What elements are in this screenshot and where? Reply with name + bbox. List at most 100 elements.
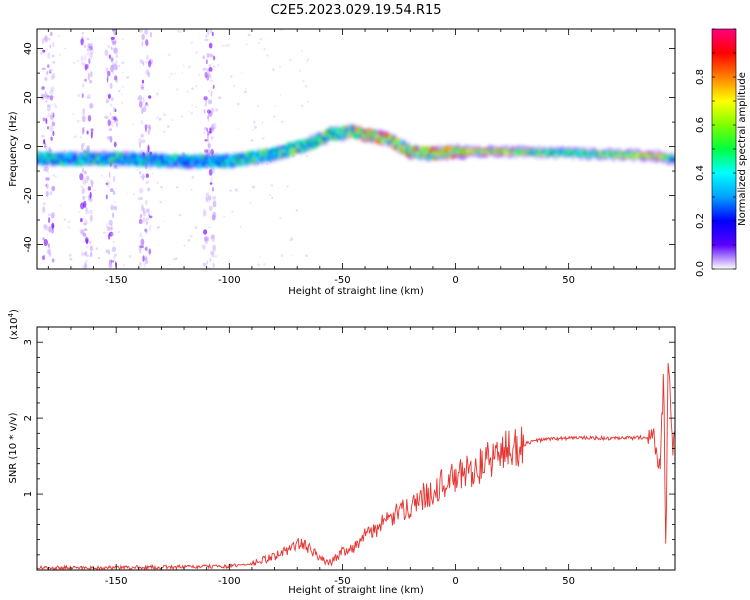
spectrogram-noise-speck	[72, 113, 75, 115]
spectrogram-noise-speck	[82, 82, 85, 89]
spectrogram-noise-speck	[82, 195, 86, 200]
spectrogram-noise-speck	[142, 97, 145, 103]
spectrogram-noise-speck	[51, 111, 54, 117]
spectrogram-noise-speck	[88, 102, 92, 109]
spectrogram-noise-speck	[113, 107, 116, 111]
spectrogram-noise-speck	[46, 186, 49, 188]
spectrogram-noise-speck	[48, 213, 51, 216]
spectrogram-noise-speck	[106, 223, 109, 229]
spectrogram-noise-speck	[147, 130, 150, 135]
spectrogram-noise-speck	[84, 78, 87, 82]
spectrogram-noise-speck	[158, 117, 162, 121]
spectrogram-noise-speck	[208, 110, 213, 117]
spectrogram-noise-speck	[113, 142, 117, 148]
spectrogram-noise-speck	[106, 94, 109, 97]
spectrogram-noise-speck	[77, 120, 80, 123]
spectrogram-noise-speck	[180, 30, 183, 33]
spectrogram-noise-speck	[89, 103, 94, 109]
colorbar-tick-label: 0.0	[695, 261, 706, 277]
spectrogram-noise-speck	[49, 114, 54, 120]
spectrogram-noise-speck	[114, 39, 118, 43]
spectrogram-noise-speck	[42, 49, 46, 53]
spectrogram-noise-speck	[269, 194, 272, 197]
spectrogram-noise-speck	[257, 105, 260, 108]
spectrogram-noise-speck	[40, 134, 45, 138]
spectrogram-noise-speck	[132, 193, 135, 196]
spectrogram-noise-speck	[87, 93, 91, 97]
spectrogram-noise-speck	[118, 90, 121, 93]
spectrogram-noise-speck	[113, 109, 116, 113]
spectrogram-y-label: Frequency (Hz)	[8, 111, 19, 187]
spectrogram-noise-speck	[45, 177, 50, 181]
snr-plot-area	[37, 327, 675, 570]
spectrogram-noise-speck	[47, 113, 51, 118]
spectrogram-noise-speck	[47, 104, 51, 108]
spectrogram-noise-speck	[86, 96, 91, 99]
spectrogram-noise-speck	[81, 144, 84, 151]
spectrogram-noise-speck	[107, 119, 111, 127]
spectrogram-noise-speck	[110, 46, 113, 50]
spectrogram-noise-speck	[122, 71, 125, 74]
spectrogram-noise-speck	[159, 200, 162, 204]
spectrogram-noise-speck	[89, 42, 93, 50]
spectrogram-noise-speck	[81, 62, 86, 66]
spectrogram-noise-speck	[84, 219, 88, 225]
spectrogram-noise-speck	[81, 167, 85, 174]
spectrogram-noise-speck	[47, 217, 51, 224]
spectrogram-noise-speck	[301, 105, 304, 108]
spectrogram-noise-speck	[110, 64, 115, 68]
spectrogram-noise-speck	[194, 226, 198, 230]
spectrogram-noise-speck	[142, 255, 145, 262]
spectrogram-noise-speck	[83, 240, 86, 243]
spectrogram-noise-speck	[208, 90, 210, 92]
spectrogram-noise-speck	[138, 244, 143, 251]
x-tick-label: -100	[218, 275, 241, 286]
spectrogram-noise-speck	[145, 228, 148, 234]
spectrogram-noise-speck	[89, 214, 93, 222]
spectrogram-noise-speck	[210, 124, 215, 131]
spectrogram-noise-speck	[141, 86, 144, 90]
spectrogram-noise-speck	[140, 140, 142, 143]
spectrogram-noise-speck	[259, 37, 262, 41]
spectrogram-noise-speck	[208, 64, 211, 68]
spectrogram-panel: -150 -100 -50 0 50 -40 -20 0 20 40 Height of str…	[8, 28, 676, 297]
spectrogram-noise-speck	[106, 44, 108, 47]
spectrogram-noise-speck	[147, 71, 150, 78]
x-tick-label: 50	[562, 576, 575, 587]
spectrogram-noise-speck	[210, 136, 214, 140]
x-tick-label: 0	[452, 576, 458, 587]
spectrogram-noise-speck	[138, 219, 143, 224]
spectrogram-noise-speck	[110, 205, 115, 210]
spectrogram-noise-speck	[148, 215, 153, 219]
snr-x-axis: -150 -100 -50 0 50	[47, 327, 660, 587]
spectrogram-noise-speck	[163, 220, 166, 222]
snr-y-label: SNR (10 * v/v)	[8, 412, 19, 483]
spectrogram-noise-speck	[208, 67, 213, 72]
x-tick-label: 0	[452, 275, 458, 286]
spectrogram-noise-speck	[87, 73, 90, 81]
spectrogram-noise-speck	[212, 262, 215, 269]
spectrogram-noise-speck	[90, 251, 93, 258]
spectrogram-noise-speck	[86, 37, 90, 41]
spectrogram-noise-speck	[49, 68, 53, 72]
spectrogram-noise-speck	[89, 52, 93, 59]
spectrogram-noise-speck	[155, 92, 159, 96]
spectrogram-noise-speck	[112, 191, 116, 195]
spectrogram-noise-speck	[140, 238, 145, 246]
spectrogram-noise-speck	[79, 173, 84, 181]
spectrogram-noise-speck	[50, 86, 55, 92]
spectrogram-noise-speck	[212, 211, 217, 218]
spectrogram-noise-speck	[145, 181, 149, 184]
spectrogram-noise-speck	[112, 29, 116, 33]
spectrogram-noise-speck	[141, 40, 144, 47]
spectrogram-noise-speck	[51, 222, 55, 229]
spectrogram-noise-speck	[202, 210, 206, 217]
colorbar-tick-label: 0.6	[695, 117, 706, 133]
spectrogram-noise-speck	[110, 55, 113, 58]
spectrogram-noise-speck	[42, 202, 46, 206]
spectrogram-noise-speck	[206, 73, 210, 81]
spectrogram-noise-speck	[112, 64, 116, 70]
spectrogram-noise-speck	[49, 89, 54, 95]
spectrogram-noise-speck	[208, 73, 212, 79]
spectrogram-noise-speck	[146, 245, 148, 248]
